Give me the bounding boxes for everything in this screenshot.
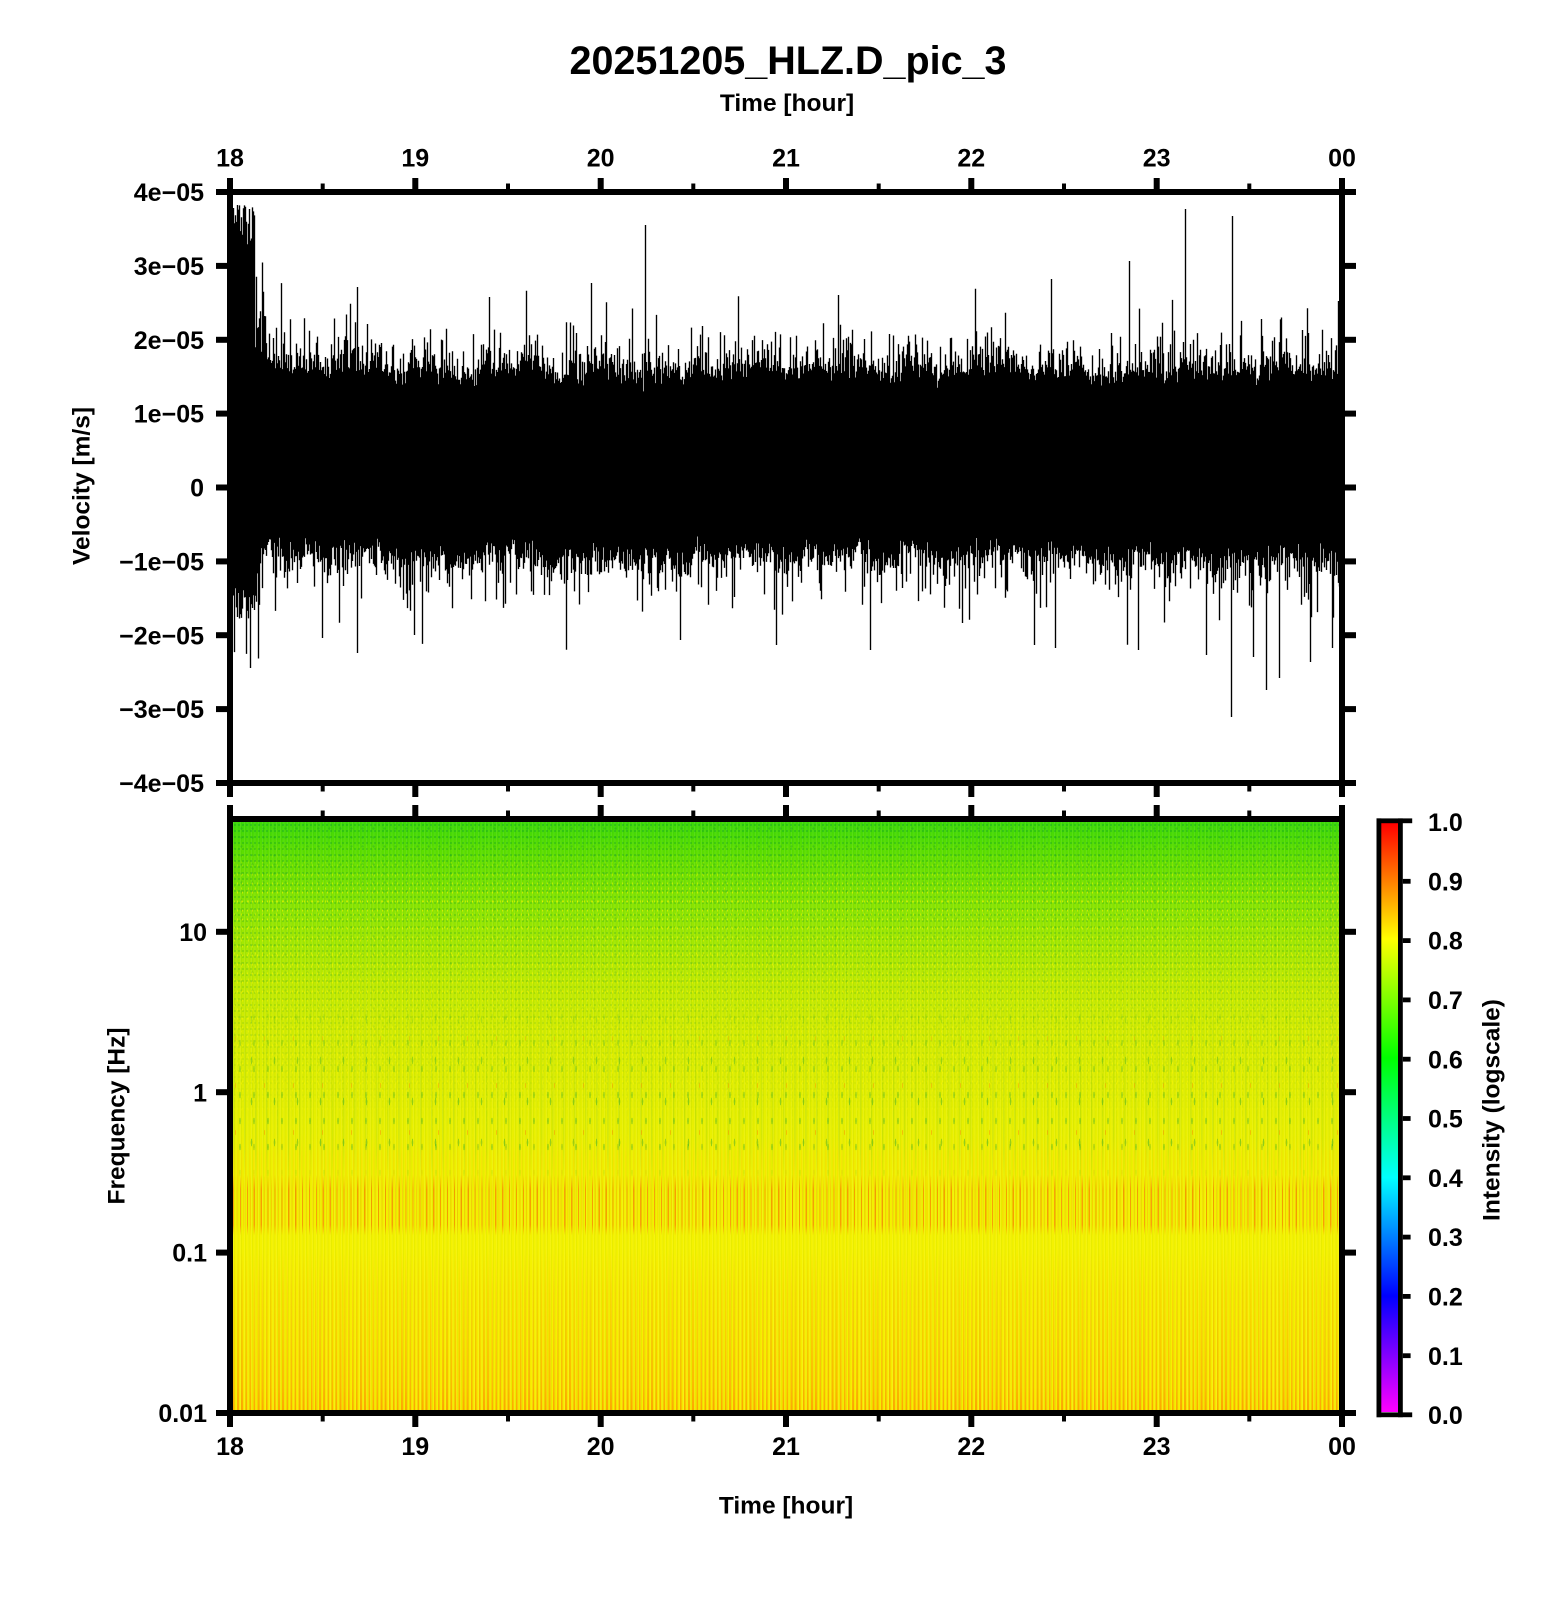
svg-text:0.1: 0.1	[172, 1240, 207, 1268]
svg-text:19: 19	[401, 1433, 429, 1461]
svg-text:22: 22	[957, 1433, 985, 1461]
svg-text:Time [hour]: Time [hour]	[720, 90, 854, 117]
svg-text:2e−05: 2e−05	[134, 327, 204, 355]
svg-text:Time [hour]: Time [hour]	[719, 1493, 853, 1520]
svg-text:−4e−05: −4e−05	[119, 770, 204, 798]
svg-text:0.4: 0.4	[1428, 1165, 1463, 1193]
svg-text:0.5: 0.5	[1428, 1106, 1463, 1134]
svg-text:20: 20	[587, 145, 615, 173]
svg-text:23: 23	[1143, 1433, 1171, 1461]
svg-text:0.6: 0.6	[1428, 1046, 1463, 1074]
svg-text:21: 21	[772, 1433, 800, 1461]
svg-text:0.2: 0.2	[1428, 1284, 1463, 1312]
svg-text:−2e−05: −2e−05	[119, 622, 204, 650]
svg-text:18: 18	[216, 145, 244, 173]
svg-text:3e−05: 3e−05	[134, 253, 204, 281]
svg-text:20: 20	[587, 1433, 615, 1461]
svg-text:−1e−05: −1e−05	[119, 549, 204, 577]
svg-text:20251205_HLZ.D_pic_3: 20251205_HLZ.D_pic_3	[570, 39, 1007, 83]
svg-text:19: 19	[401, 145, 429, 173]
svg-text:00: 00	[1328, 1433, 1356, 1461]
svg-text:0.7: 0.7	[1428, 987, 1463, 1015]
svg-text:0.8: 0.8	[1428, 928, 1463, 956]
svg-text:Frequency [Hz]: Frequency [Hz]	[103, 1028, 130, 1205]
svg-text:1.0: 1.0	[1428, 809, 1463, 837]
svg-text:1e−05: 1e−05	[134, 401, 204, 429]
svg-text:4e−05: 4e−05	[134, 179, 204, 207]
svg-text:00: 00	[1328, 145, 1356, 173]
svg-text:Intensity (logscale): Intensity (logscale)	[1478, 999, 1505, 1221]
svg-text:0.0: 0.0	[1428, 1402, 1463, 1430]
svg-text:0.01: 0.01	[158, 1400, 207, 1428]
svg-text:0.3: 0.3	[1428, 1224, 1463, 1252]
svg-text:−3e−05: −3e−05	[119, 696, 204, 724]
svg-text:0: 0	[190, 475, 204, 503]
svg-text:Velocity [m/s]: Velocity [m/s]	[68, 407, 95, 565]
svg-text:10: 10	[179, 919, 207, 947]
svg-text:22: 22	[957, 145, 985, 173]
svg-text:0.9: 0.9	[1428, 868, 1463, 896]
svg-text:18: 18	[216, 1433, 244, 1461]
svg-text:21: 21	[772, 145, 800, 173]
svg-text:0.1: 0.1	[1428, 1343, 1463, 1371]
svg-text:23: 23	[1143, 145, 1171, 173]
svg-text:1: 1	[193, 1079, 207, 1107]
